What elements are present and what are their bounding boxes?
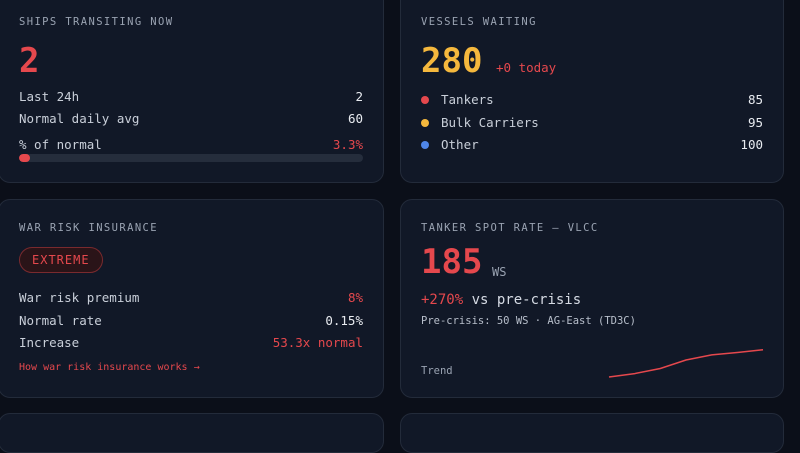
tanker-rate-unit: WS	[492, 265, 507, 279]
legend-bulk-carriers-value: 95	[747, 115, 763, 130]
tanker-rate-value: 185	[421, 242, 483, 282]
tanker-spot-rate-title: TANKER SPOT RATE — VLCC	[421, 222, 599, 234]
ships-transiting-title: SHIPS TRANSITING NOW	[19, 16, 174, 28]
legend-tankers-label: Tankers	[441, 92, 494, 107]
vessels-waiting-card: VESSELS WAITING 280 +0 today Tankers 85 …	[400, 0, 784, 183]
ships-percent-normal-label: % of normal	[19, 137, 102, 152]
war-risk-premium-label: War risk premium	[19, 290, 140, 305]
ships-progress-fill	[19, 154, 31, 162]
normal-rate-value: 0.15%	[325, 313, 363, 328]
legend-item-other: Other 100	[421, 137, 763, 152]
increase-value: 53.3x normal	[272, 335, 363, 350]
ships-last-24h-row: Last 24h 2	[19, 89, 363, 104]
ships-last-24h-value: 2	[355, 89, 363, 104]
legend-other-value: 100	[740, 137, 763, 152]
war-risk-insurance-card: WAR RISK INSURANCE EXTREME War risk prem…	[0, 199, 384, 398]
tanker-rate-change: +270% vs pre-crisis	[421, 292, 581, 308]
bottom-right-card	[400, 413, 784, 453]
tanker-change-text: vs pre-crisis	[471, 292, 582, 308]
normal-rate-row: Normal rate 0.15%	[19, 313, 363, 328]
war-risk-insurance-title: WAR RISK INSURANCE	[19, 222, 158, 234]
ships-transiting-card: SHIPS TRANSITING NOW 2 Last 24h 2 Normal…	[0, 0, 384, 183]
risk-level-badge: EXTREME	[19, 247, 103, 273]
other-dot-icon	[421, 140, 429, 149]
tankers-dot-icon	[421, 95, 429, 104]
normal-rate-label: Normal rate	[19, 313, 102, 328]
war-risk-premium-value: 8%	[347, 290, 363, 305]
war-risk-info-link[interactable]: How war risk insurance works →	[19, 362, 200, 373]
ships-normal-avg-value: 60	[347, 111, 363, 126]
vessels-waiting-count: 280	[421, 41, 483, 81]
ships-percent-normal-value: 3.3%	[332, 137, 363, 152]
vessels-waiting-title: VESSELS WAITING	[421, 16, 537, 28]
ships-progress-bar	[19, 154, 363, 162]
ships-percent-normal-row: % of normal 3.3%	[19, 137, 363, 152]
tanker-spot-rate-card: TANKER SPOT RATE — VLCC 185 WS +270% vs …	[400, 199, 784, 398]
ships-last-24h-label: Last 24h	[19, 89, 80, 104]
war-risk-premium-row: War risk premium 8%	[19, 290, 363, 305]
tanker-change-percent: +270%	[421, 292, 464, 308]
ships-normal-avg-row: Normal daily avg 60	[19, 111, 363, 126]
tanker-pre-crisis-note: Pre-crisis: 50 WS · AG-East (TD3C)	[421, 315, 636, 327]
increase-label: Increase	[19, 335, 80, 350]
bulk-carriers-dot-icon	[421, 118, 429, 127]
vessels-delta: +0 today	[496, 60, 557, 75]
trend-sparkline	[608, 349, 764, 378]
legend-item-bulk-carriers: Bulk Carriers 95	[421, 115, 763, 130]
legend-other-label: Other	[441, 137, 479, 152]
legend-tankers-value: 85	[747, 92, 763, 107]
trend-label: Trend	[421, 365, 453, 377]
ships-transiting-count: 2	[19, 41, 40, 81]
ships-normal-avg-label: Normal daily avg	[19, 111, 140, 126]
legend-bulk-carriers-label: Bulk Carriers	[441, 115, 539, 130]
increase-row: Increase 53.3x normal	[19, 335, 363, 350]
trend-line	[608, 349, 764, 378]
legend-item-tankers: Tankers 85	[421, 92, 763, 107]
bottom-left-card	[0, 413, 384, 453]
